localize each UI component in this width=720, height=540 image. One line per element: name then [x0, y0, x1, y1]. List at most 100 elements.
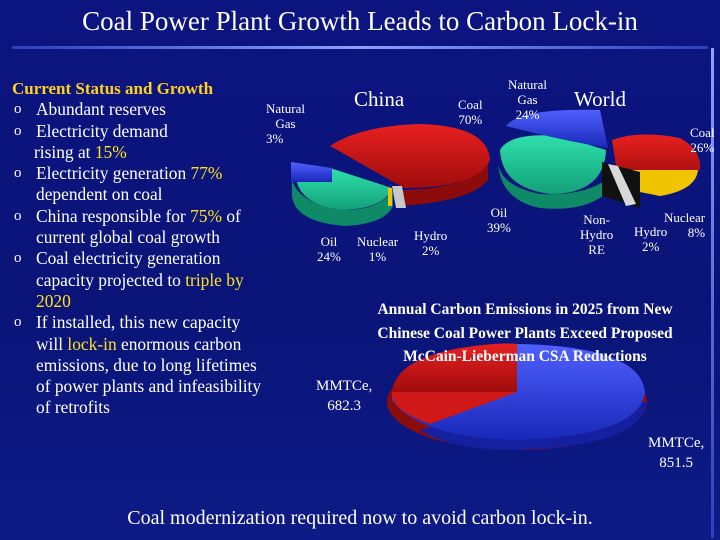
bullet-text: capacity projected to — [36, 269, 186, 290]
label-text: Hydro — [580, 227, 614, 242]
label-text: MMTCe, — [316, 378, 373, 394]
label-text: Natural — [266, 101, 305, 116]
china-label: China — [354, 87, 405, 111]
label-value: 1% — [368, 249, 387, 264]
china-oil-slice-side — [292, 180, 393, 226]
china-coal-slice-side — [398, 164, 488, 206]
world-natural-gas-slice — [506, 109, 608, 148]
bullet-item: o If installed, this new capacity — [12, 312, 302, 333]
bullet-marker: o — [14, 314, 22, 331]
world-oil-slice — [500, 135, 606, 194]
bullet-continuation: emissions, due to long lifetimes — [12, 355, 302, 376]
bullet-continuation: rising at 15% — [12, 142, 302, 163]
emissions-chart-title: Annual Carbon Emissions in 2025 from New… — [340, 298, 710, 369]
highlight-text: 77% — [190, 163, 223, 184]
world-non-hydro-re-label: Non- Hydro RE — [580, 212, 613, 257]
bullet-text: current global coal growth — [36, 227, 220, 248]
world-label: World — [574, 87, 626, 111]
bullet-continuation: will lock-in enormous carbon — [12, 334, 302, 355]
side-divider — [711, 48, 714, 538]
label-value: 39% — [487, 220, 511, 235]
world-coal-slice — [612, 134, 701, 180]
emissions-pie — [387, 343, 647, 450]
label-value: 851.5 — [659, 455, 693, 471]
chart-title-line: McCain-Lieberman CSA Reductions — [403, 348, 647, 365]
bullet-marker: o — [14, 207, 22, 224]
label-text: Nuclear — [357, 234, 399, 249]
chart-title-line: Chinese Coal Power Plants Exceed Propose… — [377, 324, 673, 342]
label-text: Hydro — [414, 228, 448, 243]
bullet-text: Electricity generation — [36, 163, 191, 184]
china-nuclear-label: Nuclear 1% — [357, 234, 398, 264]
label-text: Oil — [320, 234, 338, 249]
label-value: 3% — [266, 131, 284, 146]
bullet-list: Current Status and Growth o Abundant rese… — [12, 78, 302, 419]
bullet-text: dependent on coal — [36, 184, 163, 205]
emissions-blue-label: MMTCe, 851.5 — [648, 433, 704, 473]
label-value: 26% — [690, 140, 715, 155]
world-pie — [498, 109, 701, 209]
china-oil-label: Oil 24% — [317, 234, 341, 264]
bullet-continuation: of power plants and infeasibility — [12, 376, 302, 397]
bullet-continuation: 2020 — [12, 291, 302, 312]
emissions-red-label: MMTCe, 682.3 — [316, 376, 372, 416]
highlight-text: 15% — [94, 141, 127, 162]
label-value: 2% — [641, 239, 660, 254]
world-nuclear-label: Nuclear 8% — [664, 210, 705, 240]
highlight-text: 75% — [190, 205, 222, 226]
title-divider — [12, 46, 708, 49]
world-coal-label: Coal 26% — [690, 125, 715, 155]
world-hydro-slice — [608, 164, 636, 206]
world-hydro-label: Hydro 2% — [634, 224, 667, 254]
bullet-text: If installed, this new capacity — [36, 312, 241, 333]
footer-caption: Coal modernization required now to avoid… — [127, 507, 593, 529]
emissions-red-slice — [392, 343, 517, 392]
china-coal-slice — [330, 124, 490, 188]
emissions-red-slice-lower — [392, 392, 517, 424]
china-coal-label: Coal 70% — [458, 97, 483, 127]
bullet-text: China responsible for — [36, 205, 191, 226]
bullet-marker: o — [14, 122, 22, 139]
slide-title: Coal Power Plant Growth Leads to Carbon … — [82, 6, 638, 36]
label-value: 682.3 — [327, 398, 361, 414]
bullet-item: o China responsible for 75% of — [12, 206, 302, 227]
label-value: 2% — [421, 243, 440, 258]
bullet-item: o Coal electricity generation — [12, 248, 302, 269]
label-text: RE — [588, 242, 605, 257]
label-text: Hydro — [634, 224, 668, 239]
bullet-marker: o — [14, 101, 22, 118]
bullet-text: of retrofits — [36, 397, 110, 418]
label-text: Non- — [583, 212, 610, 227]
china-hydro-slice — [392, 186, 406, 208]
bullet-marker: o — [14, 250, 22, 267]
bullet-item: o Electricity generation 77% — [12, 163, 302, 184]
label-text: Oil — [490, 205, 508, 220]
chart-title-line: Annual Carbon Emissions in 2025 from New — [377, 301, 673, 318]
world-natural-gas-label: Natural Gas 24% — [508, 77, 547, 122]
bullet-text: will — [36, 333, 68, 354]
label-text: Gas — [517, 92, 538, 107]
bullet-continuation: of retrofits — [12, 397, 302, 418]
bullet-continuation: dependent on coal — [12, 184, 302, 205]
bullet-text: of power plants and infeasibility — [36, 376, 262, 397]
bullet-text: Coal electricity generation — [36, 248, 221, 269]
label-value: 70% — [458, 112, 483, 127]
highlight-text: triple by — [185, 269, 244, 290]
china-natural-gas-label: Natural Gas 3% — [266, 101, 305, 146]
bullet-item: o Abundant reserves — [12, 99, 302, 120]
bullet-text: Electricity demand — [36, 120, 168, 141]
bullet-text: of — [221, 205, 241, 226]
bullet-continuation: current global coal growth — [12, 227, 302, 248]
bullet-text: rising at — [34, 141, 95, 162]
label-value: 24% — [317, 249, 341, 264]
label-text: Coal — [690, 125, 715, 140]
china-nuclear-slice — [388, 188, 392, 206]
label-text: Gas — [275, 116, 296, 131]
bullet-item: o Electricity demand — [12, 121, 302, 142]
label-text: MMTCe, — [648, 435, 705, 451]
bullet-heading: Current Status and Growth — [12, 79, 214, 98]
china-pie — [291, 124, 490, 226]
bullet-text: enormous carbon — [116, 333, 242, 354]
label-value: 24% — [515, 107, 540, 122]
